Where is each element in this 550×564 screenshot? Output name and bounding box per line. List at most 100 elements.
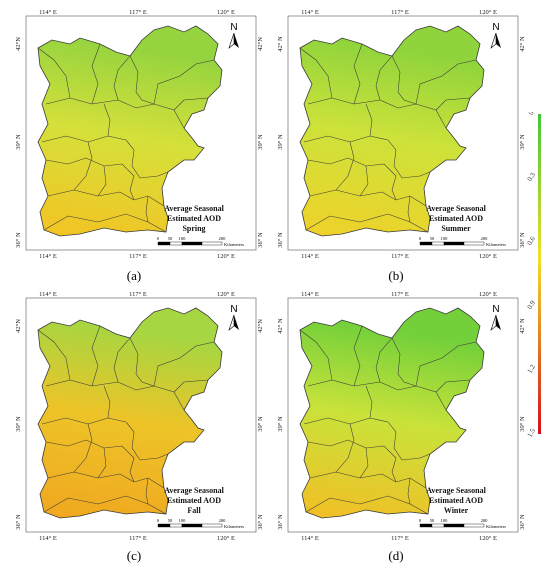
city-boundary [353, 43, 363, 105]
svg-text:100: 100 [441, 518, 449, 523]
city-boundary [391, 337, 417, 387]
city-boundary [43, 213, 167, 233]
lat-tick-right: 36° N [257, 514, 264, 530]
map-title-line: Average Seasonal [164, 204, 224, 213]
lat-tick-left: 39° N [277, 134, 284, 150]
city-boundary [145, 477, 149, 505]
lon-tick-bottom: 120° E [479, 535, 497, 542]
map-svg-c: 114° E 114° E 117° E 117° E 120° E 120° E 42°N… [15, 291, 264, 542]
city-boundary [407, 195, 411, 223]
lon-tick-top: 114° E [301, 9, 319, 16]
lon-tick-top: 114° E [39, 291, 57, 298]
svg-text:200: 200 [219, 518, 227, 523]
map-svg-b: 114° E 114° E 117° E 117° E 120° E 120° E 42° … [277, 9, 526, 260]
city-boundary [435, 379, 471, 393]
lat-tick-left: 36° N [15, 514, 22, 530]
panel-label-b: (b) [388, 268, 404, 283]
city-boundary [305, 495, 429, 515]
region-fill [37, 25, 223, 237]
legend-label: 0 [527, 112, 536, 117]
lat-tick-left: 36° N [277, 232, 284, 248]
city-boundary [307, 97, 447, 129]
map-title-line: Estimated AOD [429, 496, 483, 505]
city-boundary [113, 55, 131, 101]
city-boundary [37, 47, 71, 99]
lat-tick-left: 42° N [277, 318, 284, 334]
city-boundary [335, 423, 355, 473]
city-boundary [129, 457, 135, 483]
map-title-line: Average Seasonal [164, 486, 224, 495]
legend-color-bar [538, 114, 541, 434]
map-title-line: Summer [441, 224, 471, 233]
city-boundary [45, 157, 135, 177]
city-boundary [335, 141, 355, 191]
lat-tick-right: 39° N [519, 416, 526, 432]
map-frame [25, 15, 257, 251]
aod-color-legend: 0 0.3 0.6 0.9 1.2 1.5 [527, 112, 541, 437]
lon-tick-bottom: 114° E [39, 535, 57, 542]
city-boundary [113, 337, 131, 383]
svg-text:N: N [230, 22, 237, 33]
svg-text:50: 50 [430, 236, 435, 241]
city-boundary [387, 421, 431, 461]
map-svg-d: 114° E 114° E 117° E 117° E 120° E 120° E 42° … [277, 291, 526, 542]
svg-text:200: 200 [481, 518, 489, 523]
panel-label-c: (c) [126, 548, 142, 563]
north-arrow-icon: N [228, 22, 239, 49]
city-boundary [153, 59, 215, 105]
city-boundary [45, 439, 135, 459]
lon-tick-top: 120° E [217, 291, 235, 298]
north-arrow-icon: N [490, 22, 501, 49]
lat-tick-left: 42°N [15, 37, 22, 51]
legend-label: 0.3 [527, 171, 537, 183]
lat-tick-right: 36° N [257, 232, 264, 248]
city-boundary [103, 103, 111, 137]
lon-tick-bottom: 120° E [217, 253, 235, 260]
map-title-line: Estimated AOD [167, 496, 221, 505]
city-boundary [45, 97, 185, 129]
city-boundary [125, 421, 169, 461]
city-boundary [103, 385, 111, 419]
lon-tick-bottom: 120° E [479, 253, 497, 260]
legend-label: 1.5 [527, 427, 537, 437]
map-title-line: Spring [182, 224, 205, 233]
lon-tick-bottom: 117° E [391, 535, 409, 542]
city-boundary [173, 379, 209, 393]
svg-text:N: N [492, 304, 499, 315]
lat-tick-right: 42°N [257, 319, 264, 333]
city-boundary [153, 341, 215, 387]
lat-tick-right: 36° N [519, 232, 526, 248]
map-panel-spring: 114° E 114° E 117° E 117° E 120° E 120° E 42°N… [8, 0, 270, 270]
lat-tick-right: 39° N [519, 134, 526, 150]
svg-text:N: N [492, 22, 499, 33]
map-title-line: Winter [444, 506, 469, 515]
lat-tick-left: 42°N [15, 319, 22, 333]
city-boundary [415, 341, 477, 387]
city-boundary [43, 495, 167, 515]
city-boundary [307, 439, 397, 459]
city-boundary [91, 325, 101, 387]
svg-text:Kilometers: Kilometers [224, 242, 244, 247]
svg-text:0: 0 [157, 236, 160, 241]
lon-tick-top: 120° E [479, 291, 497, 298]
lon-tick-bottom: 114° E [39, 253, 57, 260]
city-boundary [375, 55, 393, 101]
city-boundary [173, 97, 209, 111]
lat-tick-left: 39° N [15, 416, 22, 432]
map-title-line: Average Seasonal [426, 486, 486, 495]
lon-tick-top: 120° E [217, 9, 235, 16]
region-fill [299, 25, 485, 237]
lon-tick-top: 114° E [301, 291, 319, 298]
map-frame [287, 297, 519, 533]
city-boundary [129, 55, 155, 105]
lon-tick-bottom: 117° E [129, 535, 147, 542]
lat-tick-left: 36° N [15, 232, 22, 248]
svg-text:100: 100 [179, 236, 187, 241]
city-boundary [91, 43, 101, 105]
lat-tick-left: 39° N [15, 134, 22, 150]
city-boundary [305, 213, 429, 233]
map-panel-summer: 114° E 114° E 117° E 117° E 120° E 120° E 42° … [270, 0, 532, 270]
region-fill [37, 307, 223, 519]
